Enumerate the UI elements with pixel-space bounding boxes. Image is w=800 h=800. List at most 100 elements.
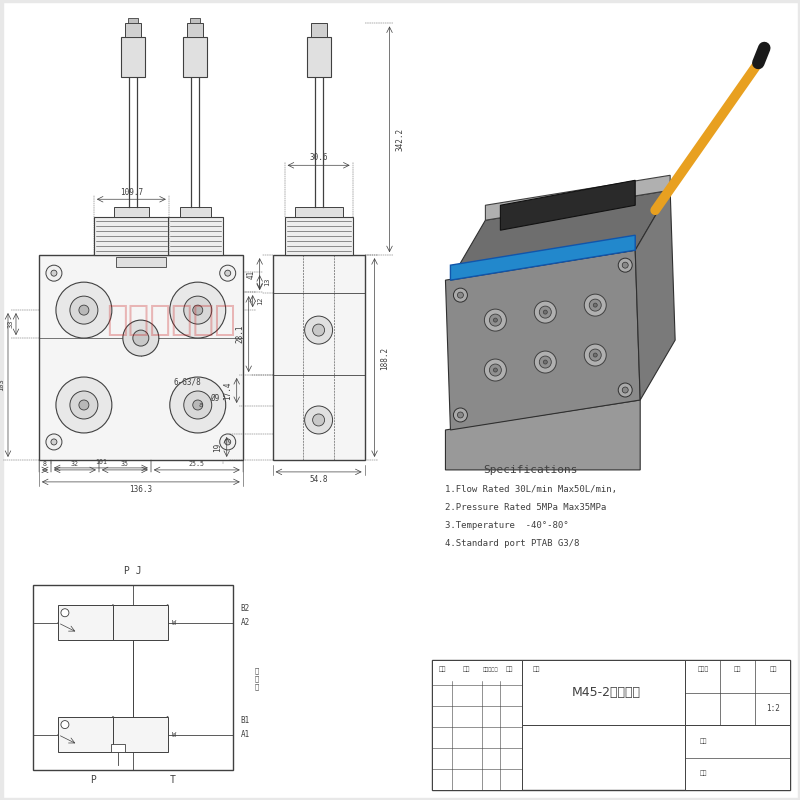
- Text: T: T: [170, 774, 176, 785]
- Circle shape: [70, 391, 98, 419]
- Text: 54.8: 54.8: [310, 475, 328, 484]
- Text: 6-G3/8: 6-G3/8: [174, 378, 202, 386]
- Circle shape: [458, 292, 463, 298]
- Circle shape: [184, 391, 212, 419]
- Bar: [310, 23, 326, 38]
- Text: 原
理
圖: 原 理 圖: [254, 668, 259, 690]
- Text: P: P: [90, 774, 96, 785]
- Text: Ø9: Ø9: [210, 394, 219, 402]
- Polygon shape: [500, 180, 635, 230]
- Circle shape: [543, 310, 547, 314]
- Circle shape: [193, 400, 202, 410]
- Text: W: W: [172, 731, 176, 738]
- Bar: [182, 38, 206, 78]
- Circle shape: [584, 344, 606, 366]
- Text: 136.3: 136.3: [130, 486, 152, 494]
- Circle shape: [594, 303, 598, 307]
- Circle shape: [590, 299, 602, 311]
- Circle shape: [51, 439, 57, 445]
- Text: 13: 13: [264, 278, 270, 286]
- Bar: [685, 725, 790, 790]
- Text: 188.2: 188.2: [380, 346, 389, 370]
- Bar: [58, 605, 113, 640]
- Text: B2: B2: [241, 604, 250, 614]
- Text: A1: A1: [241, 730, 250, 739]
- Circle shape: [454, 408, 467, 422]
- Text: 3.Temperature  -40°-80°: 3.Temperature -40°-80°: [446, 522, 569, 530]
- Circle shape: [170, 377, 226, 433]
- Text: 33: 33: [8, 320, 14, 328]
- Circle shape: [490, 364, 502, 376]
- Circle shape: [484, 359, 506, 381]
- Text: 30.6: 30.6: [310, 153, 328, 162]
- Circle shape: [590, 349, 602, 361]
- Text: 17.4: 17.4: [223, 382, 232, 400]
- Bar: [111, 743, 125, 751]
- Circle shape: [225, 270, 230, 276]
- Circle shape: [622, 387, 628, 393]
- Circle shape: [220, 434, 236, 450]
- Circle shape: [618, 258, 632, 272]
- Circle shape: [534, 351, 556, 373]
- Text: 109.7: 109.7: [120, 188, 143, 197]
- Text: 35: 35: [121, 461, 129, 467]
- Bar: [433, 660, 790, 790]
- Circle shape: [305, 316, 333, 344]
- Text: W: W: [172, 620, 176, 626]
- Text: 頁次: 頁次: [770, 667, 777, 673]
- Text: 19: 19: [214, 442, 222, 451]
- Bar: [113, 605, 168, 640]
- Text: 103: 103: [0, 378, 4, 391]
- Polygon shape: [446, 250, 640, 430]
- Circle shape: [584, 294, 606, 316]
- Text: 圖紙比: 圖紙比: [698, 667, 709, 673]
- Bar: [125, 23, 141, 38]
- Circle shape: [494, 368, 498, 372]
- Circle shape: [61, 721, 69, 729]
- Text: 2.Pressure Rated 5MPa Max35MPa: 2.Pressure Rated 5MPa Max35MPa: [446, 503, 606, 512]
- Text: B1: B1: [241, 716, 250, 725]
- Text: M45-2控一控二: M45-2控一控二: [572, 686, 641, 699]
- Bar: [58, 717, 113, 751]
- Circle shape: [494, 318, 498, 322]
- Text: 設計: 設計: [699, 738, 707, 744]
- Circle shape: [618, 383, 632, 397]
- Circle shape: [193, 305, 202, 315]
- Text: 12: 12: [257, 297, 262, 306]
- Bar: [33, 585, 233, 770]
- Circle shape: [490, 314, 502, 326]
- Text: 342.2: 342.2: [395, 128, 404, 151]
- Text: 標記: 標記: [438, 667, 446, 673]
- Polygon shape: [450, 190, 670, 280]
- Bar: [128, 18, 138, 23]
- Bar: [522, 660, 685, 725]
- Text: 1.Flow Rated 30L/min Max50L/min,: 1.Flow Rated 30L/min Max50L/min,: [446, 486, 618, 494]
- Circle shape: [46, 265, 62, 281]
- Circle shape: [458, 412, 463, 418]
- Text: a: a: [198, 402, 203, 408]
- Text: 101: 101: [95, 459, 107, 465]
- Text: 41: 41: [246, 270, 255, 278]
- Circle shape: [220, 265, 236, 281]
- Polygon shape: [446, 400, 640, 470]
- Text: 更改文件號: 更改文件號: [483, 667, 498, 672]
- Circle shape: [534, 301, 556, 323]
- Circle shape: [305, 406, 333, 434]
- Circle shape: [539, 306, 551, 318]
- Polygon shape: [486, 175, 670, 220]
- Circle shape: [184, 296, 212, 324]
- Circle shape: [539, 356, 551, 368]
- Text: 1:2: 1:2: [766, 704, 780, 713]
- Text: 25.5: 25.5: [189, 461, 205, 467]
- Circle shape: [56, 377, 112, 433]
- Text: A2: A2: [241, 618, 250, 627]
- Text: 審核: 審核: [699, 770, 707, 776]
- Text: 代號: 代號: [463, 667, 470, 673]
- Text: 簽字: 簽字: [506, 667, 514, 673]
- Text: 淨安机械液压: 淨安机械液压: [106, 303, 236, 337]
- Bar: [94, 218, 169, 255]
- Circle shape: [313, 414, 325, 426]
- Bar: [190, 18, 200, 23]
- Polygon shape: [450, 235, 635, 280]
- Circle shape: [123, 320, 159, 356]
